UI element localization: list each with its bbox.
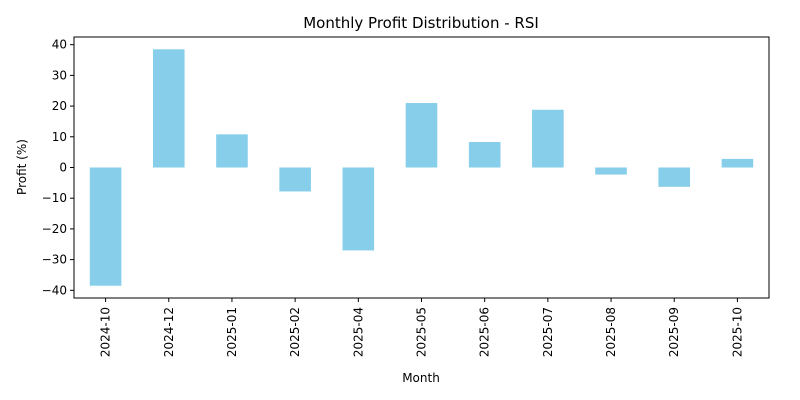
- x-tick-label: 2025-04: [351, 307, 365, 357]
- x-tick-label: 2025-07: [541, 307, 555, 357]
- x-tick-label: 2025-09: [667, 307, 681, 357]
- y-tick-label: 30: [52, 68, 67, 82]
- y-tick-label: −20: [42, 222, 67, 236]
- x-tick-label: 2025-05: [415, 307, 429, 357]
- bar-2025-08: [595, 167, 627, 175]
- x-axis-ticks: 2024-10 2024-12 2025-01 2025-02 2025-04 2025-…: [99, 298, 744, 357]
- y-tick-label: 10: [52, 130, 67, 144]
- y-tick-label: 40: [52, 38, 67, 52]
- bar-2025-02: [279, 167, 311, 192]
- y-tick-label: −30: [42, 253, 67, 267]
- bar-2025-09: [658, 167, 691, 187]
- bar-2025-05: [405, 103, 438, 168]
- x-tick-label: 2025-06: [478, 307, 492, 357]
- bars-group: [89, 49, 754, 286]
- bar-2025-06: [468, 142, 501, 168]
- y-tick-label: −40: [42, 283, 67, 297]
- x-tick-label: 2025-10: [730, 307, 744, 357]
- bar-2025-04: [342, 167, 375, 251]
- bar-2025-10: [721, 158, 754, 168]
- x-tick-label: 2024-12: [162, 307, 176, 357]
- bar-2024-10: [89, 167, 122, 286]
- x-tick-label: 2025-02: [288, 307, 302, 357]
- y-tick-label: −10: [42, 191, 67, 205]
- y-tick-label: 0: [59, 161, 67, 175]
- bar-2025-01: [216, 134, 248, 168]
- plot-frame: [73, 36, 770, 299]
- y-axis-ticks: −40 −30 −20 −10 0 10 20 30 40: [42, 38, 74, 297]
- x-tick-label: 2025-08: [604, 307, 618, 357]
- x-tick-label: 2025-01: [225, 307, 239, 357]
- bar-2025-07: [532, 109, 564, 168]
- bar-2024-12: [152, 49, 185, 168]
- x-axis-label: Month: [402, 371, 440, 385]
- chart-title: Monthly Profit Distribution - RSI: [303, 14, 539, 32]
- y-axis-label: Profit (%): [15, 139, 29, 195]
- x-tick-label: 2024-10: [99, 307, 113, 357]
- y-tick-label: 20: [52, 99, 67, 113]
